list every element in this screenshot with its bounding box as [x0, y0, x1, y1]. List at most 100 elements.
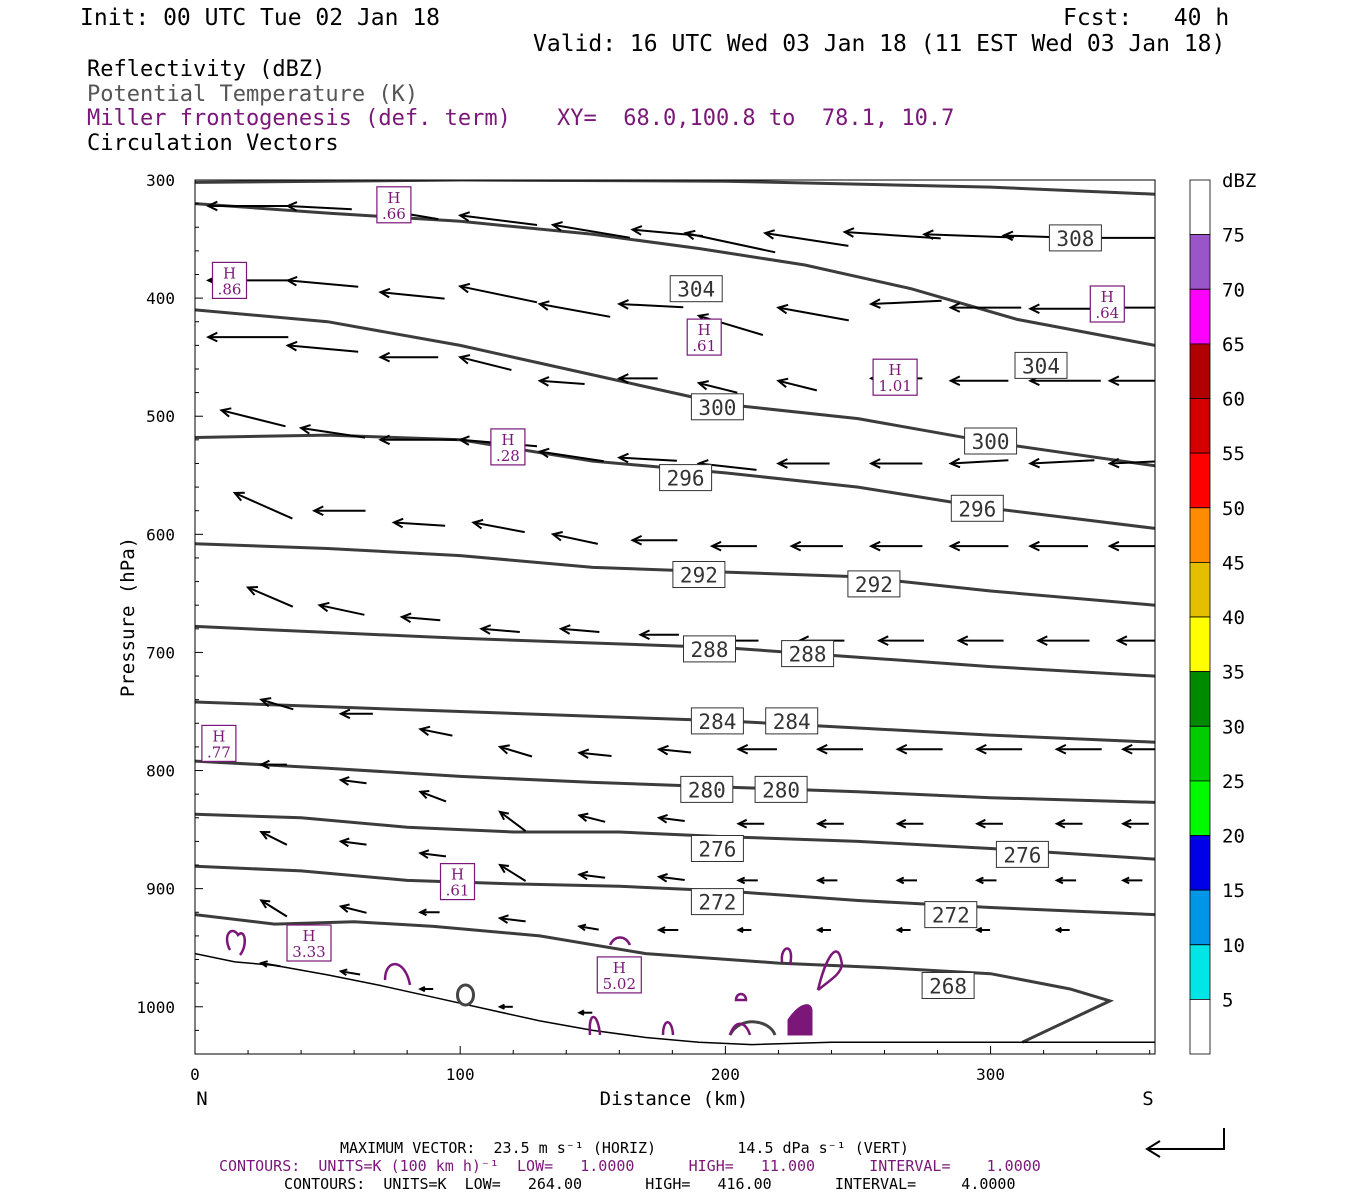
forecast-hour: Fcst: 40 h — [1063, 5, 1230, 31]
colorbar-segment — [1189, 725, 1211, 782]
x-axis-title: Distance (km) — [600, 1088, 749, 1110]
colorbar-segment — [1189, 999, 1211, 1055]
svg-text:288: 288 — [691, 638, 729, 662]
circulation-vector — [577, 748, 612, 759]
theta-contour-268 — [195, 913, 1115, 1044]
svg-text:284: 284 — [698, 710, 736, 734]
circulation-vector — [457, 354, 512, 371]
frontogenesis-contour — [608, 936, 632, 946]
circulation-vector — [815, 876, 838, 885]
circulation-vector — [776, 303, 849, 322]
field-circulation-vectors: Circulation Vectors — [87, 131, 339, 156]
theta-contour-272 — [195, 864, 1155, 917]
north-label: N — [196, 1088, 207, 1110]
theta-contour-308 — [195, 180, 1155, 196]
circulation-vector — [537, 447, 604, 463]
circulation-vector — [1120, 744, 1155, 755]
axes: 300 400 500 600 700 800 900 1000 0 100 200 300 — [136, 171, 1151, 1084]
colorbar-segment — [1189, 179, 1211, 235]
circulation-vector — [418, 849, 447, 859]
svg-text:292: 292 — [855, 573, 893, 597]
svg-text:.86: .86 — [218, 280, 242, 298]
circulation-vector — [696, 380, 738, 394]
theta-label: 276 — [995, 840, 1049, 868]
circulation-vector — [479, 624, 520, 635]
theta-label: 288 — [781, 640, 835, 668]
circulation-vector — [418, 790, 447, 803]
frontogenesis-contour — [734, 992, 748, 1002]
theta-label: 296 — [659, 464, 713, 492]
colorbar-segment — [1189, 944, 1211, 1000]
colorbar-segment — [1189, 889, 1211, 946]
frontogenesis-contour — [780, 947, 793, 966]
circulation-vector — [1028, 540, 1088, 552]
frontogenesis-max-box: H.61 — [439, 862, 476, 901]
circulation-vector — [868, 540, 923, 552]
circulation-vector — [577, 923, 599, 932]
circulation-vector — [776, 377, 818, 392]
svg-text:H: H — [1101, 288, 1114, 306]
theta-label: 300 — [964, 427, 1018, 455]
svg-text:292: 292 — [680, 564, 718, 588]
svg-text:.28: .28 — [496, 447, 520, 465]
colorbar-label: 25 — [1222, 771, 1245, 793]
circulation-vector — [736, 926, 752, 934]
svg-text:.61: .61 — [692, 337, 716, 355]
theta-label: 288 — [683, 635, 736, 663]
circulation-vector — [457, 211, 538, 226]
colorbar-segment — [1189, 288, 1211, 345]
colorbar-segment — [1189, 398, 1211, 454]
colorbar-label: 45 — [1222, 552, 1245, 574]
svg-text:H: H — [302, 927, 315, 945]
circulation-vector — [577, 870, 606, 881]
circulation-vector — [868, 298, 942, 309]
south-label: S — [1142, 1088, 1153, 1110]
theta-label: 280 — [754, 775, 808, 803]
svg-text:296: 296 — [958, 497, 996, 521]
theta-contour-note: CONTOURS: UNITS=K LOW= 264.00 HIGH= 416.… — [284, 1175, 1016, 1193]
theta-label: 304 — [669, 275, 723, 303]
circulation-vector — [285, 340, 359, 353]
theta-contour-292 — [195, 542, 1155, 607]
svg-text:300: 300 — [972, 430, 1010, 454]
theta-label: 300 — [690, 393, 744, 421]
circulation-vector — [656, 926, 679, 934]
circulation-vector — [1107, 540, 1155, 552]
svg-text:H: H — [223, 264, 236, 282]
circulation-vector — [259, 830, 288, 846]
colorbar-label: 70 — [1222, 279, 1245, 301]
field-potential-temperature: Potential Temperature (K) — [87, 82, 419, 107]
svg-text:272: 272 — [932, 904, 970, 928]
circulation-vector — [317, 601, 365, 616]
svg-text:284: 284 — [773, 710, 811, 734]
colorbar-label: 55 — [1222, 443, 1245, 465]
circulation-vector — [550, 531, 599, 545]
colorbar-label: 20 — [1222, 826, 1245, 848]
valid-time: Valid: 16 UTC Wed 03 Jan 18 (11 EST Wed … — [533, 31, 1226, 57]
colorbar-label: 15 — [1222, 880, 1245, 902]
svg-text:296: 296 — [667, 467, 705, 491]
colorbar-segment — [1189, 507, 1211, 563]
circulation-vector — [948, 302, 1022, 313]
colorbar-label: 50 — [1222, 498, 1245, 520]
small-theta-closed-contour — [455, 983, 475, 1007]
circulation-vector — [656, 744, 692, 756]
circulation-vector — [1054, 876, 1077, 885]
circulation-vector — [1120, 876, 1143, 885]
circulation-vector — [258, 759, 287, 770]
theta-label: 304 — [1014, 351, 1068, 379]
svg-text:H: H — [889, 361, 902, 379]
colorbar-segment — [1189, 234, 1211, 290]
y-axis-title: Pressure (hPa) — [117, 537, 139, 697]
frontogenesis-max-box: H.28 — [490, 428, 526, 466]
circulation-vector — [1054, 744, 1102, 755]
colorbar-segment — [1189, 452, 1211, 509]
svg-text:3.33: 3.33 — [292, 943, 325, 961]
circulation-vector — [537, 300, 611, 318]
frontogenesis-contour — [588, 1015, 602, 1036]
svg-text:H: H — [212, 727, 225, 745]
colorbar-segment — [1189, 835, 1211, 891]
circulation-vector — [789, 540, 843, 552]
y-tick-label: 600 — [146, 525, 175, 544]
